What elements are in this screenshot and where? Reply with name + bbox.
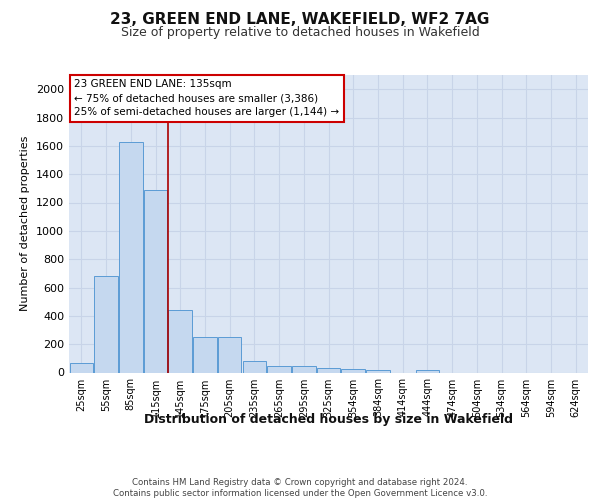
Bar [366, 370, 389, 372]
Bar [341, 369, 365, 372]
Bar [119, 142, 143, 372]
Bar [242, 361, 266, 372]
Text: 23, GREEN END LANE, WAKEFIELD, WF2 7AG: 23, GREEN END LANE, WAKEFIELD, WF2 7AG [110, 12, 490, 28]
Bar [416, 370, 439, 372]
Bar [317, 368, 340, 372]
Y-axis label: Number of detached properties: Number of detached properties [20, 136, 31, 312]
Bar [218, 337, 241, 372]
Bar [268, 366, 291, 372]
Text: Distribution of detached houses by size in Wakefield: Distribution of detached houses by size … [145, 412, 513, 426]
Text: Size of property relative to detached houses in Wakefield: Size of property relative to detached ho… [121, 26, 479, 39]
Bar [70, 363, 93, 372]
Bar [193, 337, 217, 372]
Text: Contains HM Land Registry data © Crown copyright and database right 2024.
Contai: Contains HM Land Registry data © Crown c… [113, 478, 487, 498]
Bar [169, 310, 192, 372]
Bar [292, 366, 316, 372]
Bar [94, 276, 118, 372]
Text: 23 GREEN END LANE: 135sqm
← 75% of detached houses are smaller (3,386)
25% of se: 23 GREEN END LANE: 135sqm ← 75% of detac… [74, 80, 340, 118]
Bar [144, 190, 167, 372]
